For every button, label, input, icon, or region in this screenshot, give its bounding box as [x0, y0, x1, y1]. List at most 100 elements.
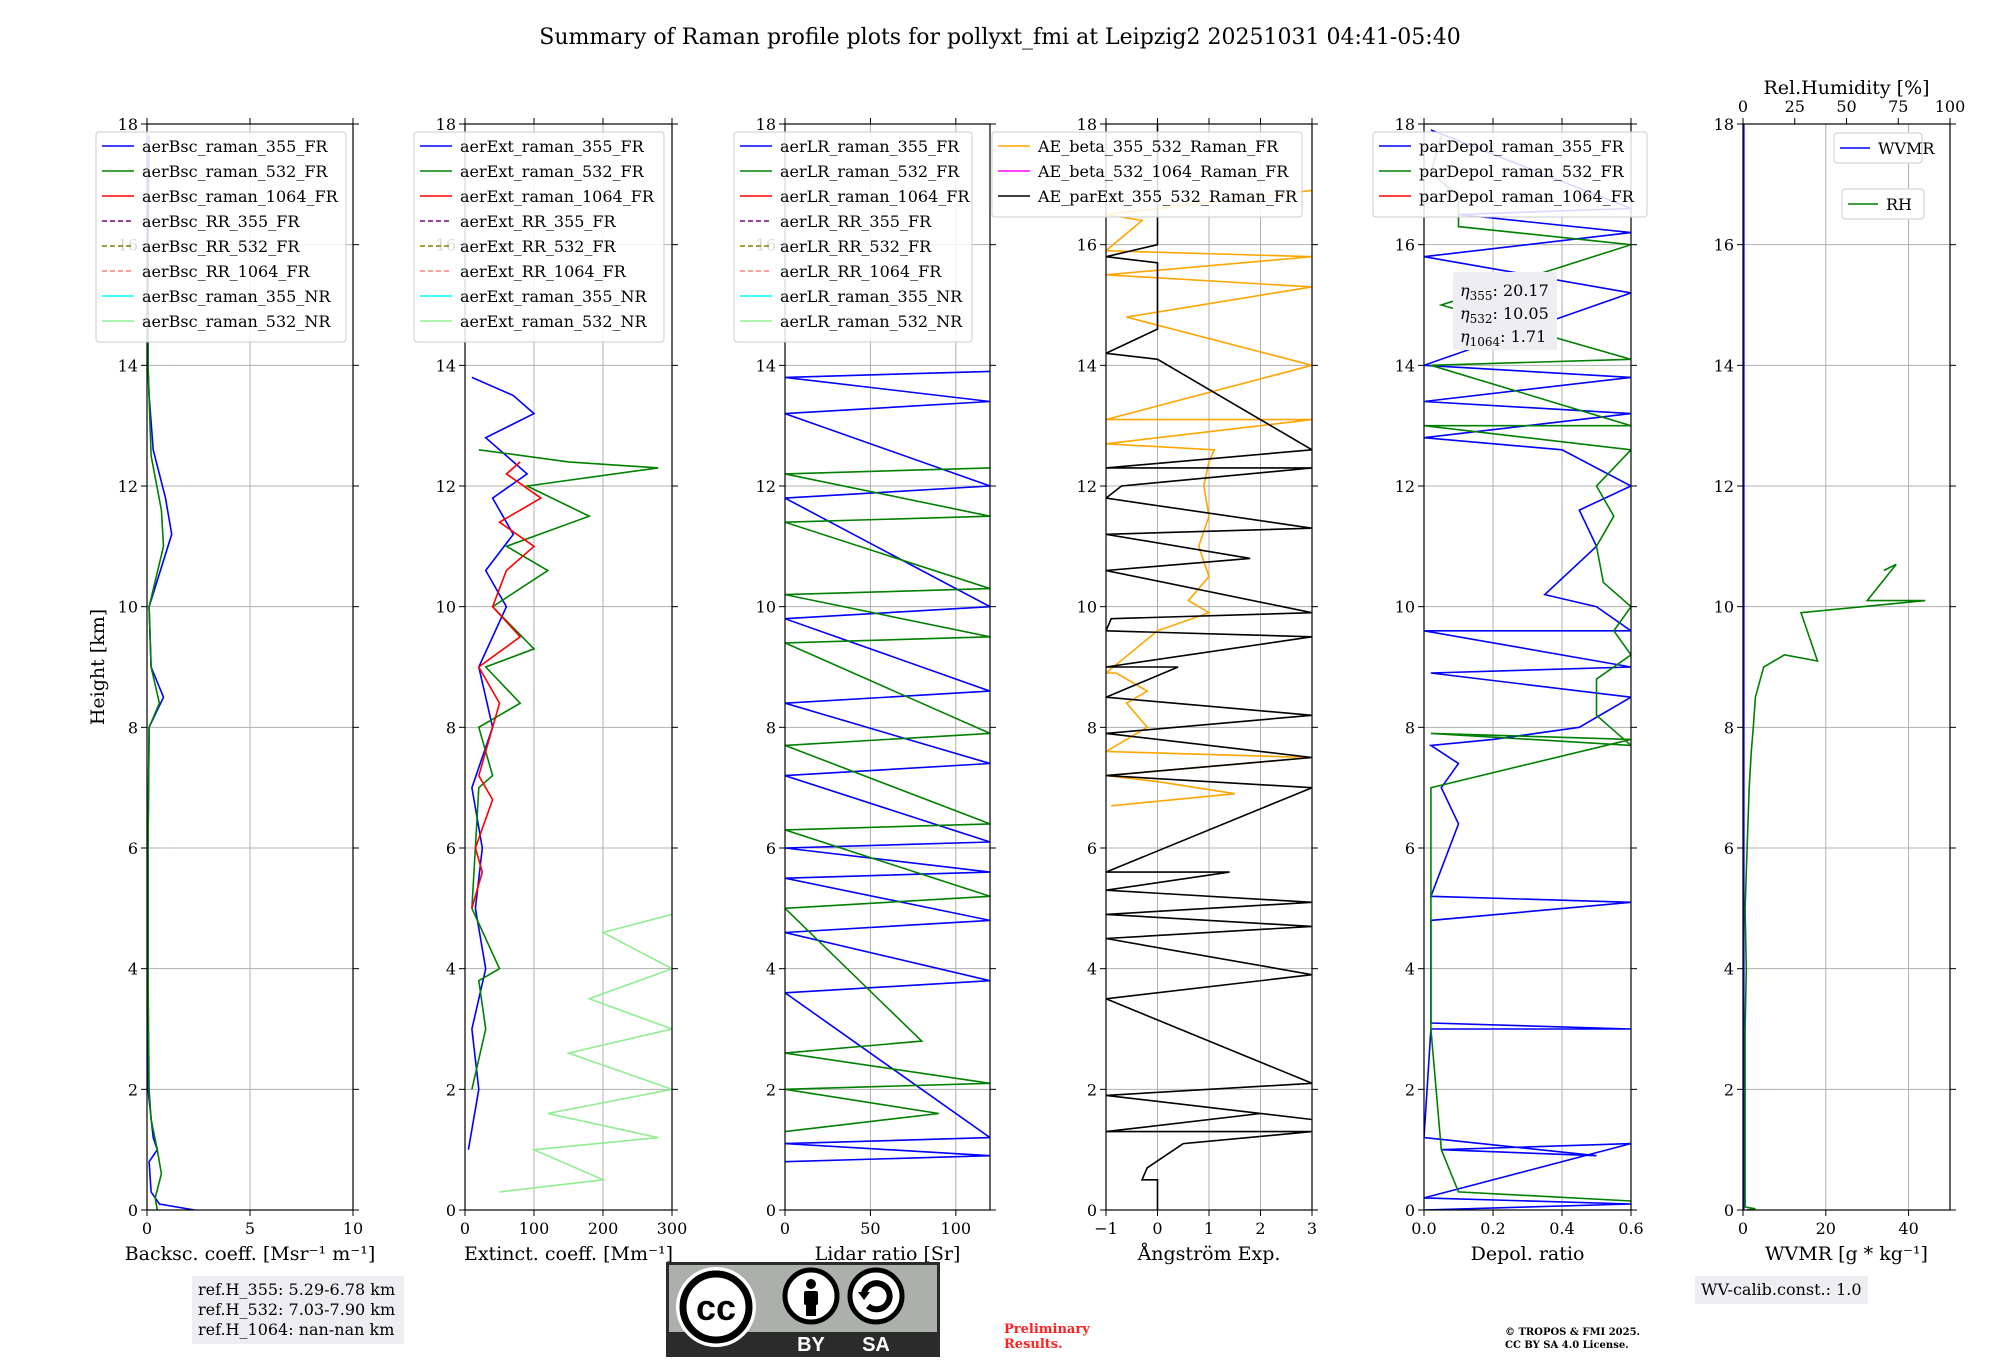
- y-tick-label: 18: [1395, 115, 1415, 134]
- legend-label: aerLR_raman_532_FR: [780, 162, 960, 181]
- y-tick-label: 10: [436, 598, 456, 617]
- legend-label: aerLR_raman_1064_FR: [780, 187, 970, 206]
- copyright-line-2: CC BY SA 4.0 License.: [1505, 1340, 1629, 1351]
- series-group: [147, 136, 195, 1210]
- x-tick-label: 200: [588, 1219, 619, 1238]
- y-tick-label: 0: [1724, 1201, 1734, 1220]
- y-tick-label: 6: [1724, 839, 1734, 858]
- y-tick-label: 16: [1395, 236, 1415, 255]
- y-tick-label: 16: [1077, 236, 1097, 255]
- y-tick-label: 18: [1714, 115, 1734, 134]
- legend-label: aerBsc_RR_355_FR: [142, 212, 300, 231]
- y-tick-label: 4: [446, 960, 456, 979]
- series-group: [1743, 124, 1926, 1210]
- ref-line-355: ref.H_355: 5.29-6.78 km: [198, 1280, 396, 1299]
- series-group: [785, 370, 990, 1163]
- series-line-aerExt_raman_532_FR: [471, 449, 659, 1090]
- series-group: [467, 376, 672, 1193]
- y-tick-label: 14: [118, 356, 138, 375]
- y-tick-label: 10: [118, 598, 138, 617]
- cc-by-sa-logo: cc BY SA: [666, 1262, 940, 1357]
- y-tick-label: 4: [128, 960, 138, 979]
- series-line-aerLR_raman_355_FR: [785, 370, 990, 1163]
- y-tick-label: 10: [756, 598, 776, 617]
- x-tick-label: 300: [657, 1219, 688, 1238]
- ref-line-532: ref.H_532: 7.03-7.90 km: [198, 1300, 396, 1319]
- legend-ae: AE_beta_355_532_Raman_FR AE_beta_532_1064…: [991, 131, 1303, 218]
- y-tick-label: 12: [118, 477, 138, 496]
- legend-label: aerBsc_RR_1064_FR: [142, 262, 311, 281]
- legend-RH: RH: [1841, 188, 1925, 220]
- legend-label: aerExt_raman_532_NR: [460, 312, 648, 331]
- x-axis-label: Lidar ratio [Sr]: [815, 1243, 961, 1265]
- x-tick-label: −1: [1094, 1219, 1118, 1238]
- axes-frame: [1742, 123, 1951, 1211]
- y-tick-label: 6: [766, 839, 776, 858]
- y-tick-label: 2: [1724, 1080, 1734, 1099]
- y-tick-label: 12: [1077, 477, 1097, 496]
- cc-logo-letters: cc: [696, 1287, 736, 1328]
- y-tick-label: 18: [436, 115, 456, 134]
- legend-label: parDepol_raman_532_FR: [1419, 162, 1625, 181]
- legend-label: parDepol_raman_355_FR: [1419, 137, 1625, 156]
- x-tick-label: 50: [860, 1219, 880, 1238]
- y-axis-label: Height [km]: [87, 609, 109, 725]
- attribution-person-icon: [782, 1267, 840, 1325]
- x-axis-label: Ångström Exp.: [1137, 1243, 1281, 1265]
- legend-label: aerLR_raman_355_NR: [780, 287, 963, 306]
- top-x-tick-label: 25: [1785, 97, 1805, 116]
- legend-label: aerExt_RR_532_FR: [460, 237, 617, 256]
- legend-label: aerExt_raman_532_FR: [460, 162, 645, 181]
- x-tick-label: 100: [519, 1219, 550, 1238]
- y-tick-label: 18: [756, 115, 776, 134]
- series-group: [1106, 124, 1312, 1210]
- reference-height-note: ref.H_355: 5.29-6.78 km ref.H_532: 7.03-…: [192, 1276, 404, 1344]
- x-tick-label: 0: [460, 1219, 470, 1238]
- legend-box: [1841, 188, 1925, 220]
- y-tick-label: 12: [1714, 477, 1734, 496]
- y-tick-label: 16: [1714, 236, 1734, 255]
- preliminary-results-note: Preliminary Results.: [1004, 1322, 1124, 1352]
- x-tick-label: 1: [1204, 1219, 1214, 1238]
- y-tick-label: 2: [446, 1080, 456, 1099]
- y-tick-label: 0: [1405, 1201, 1415, 1220]
- y-tick-label: 2: [1405, 1080, 1415, 1099]
- legend-box: [1833, 132, 1923, 164]
- legend-label: aerExt_raman_1064_FR: [460, 187, 655, 206]
- x-axis-label: Depol. ratio: [1471, 1243, 1585, 1265]
- legend-label: AE_beta_532_1064_Raman_FR: [1037, 162, 1289, 181]
- series-line-RH: [1744, 563, 1926, 1210]
- y-tick-label: 4: [1724, 960, 1734, 979]
- y-tick-label: 6: [128, 839, 138, 858]
- legend-box: [1372, 131, 1648, 218]
- legend-label: aerExt_RR_1064_FR: [460, 262, 627, 281]
- x-tick-label: 10: [343, 1219, 363, 1238]
- y-tick-label: 14: [1077, 356, 1097, 375]
- top-x-tick-label: 50: [1836, 97, 1856, 116]
- y-tick-label: 2: [128, 1080, 138, 1099]
- axes-frame: [1423, 123, 1632, 1211]
- wv-calib-text: WV-calib.const.: 1.0: [1701, 1280, 1862, 1299]
- legend-label: AE_beta_355_532_Raman_FR: [1037, 137, 1279, 156]
- panel-depol: 0.0 0.2 0.4 0.6 0 2 4 6 8 10 12 14 16 18 Depol. ratio p…: [1372, 115, 1648, 1265]
- y-tick-label: 2: [766, 1080, 776, 1099]
- y-tick-label: 6: [1087, 839, 1097, 858]
- y-tick-label: 4: [766, 960, 776, 979]
- legend-label: aerLR_RR_355_FR: [780, 212, 932, 231]
- series-line-aerLR_raman_532_FR: [785, 467, 990, 1133]
- x-tick-label: 40: [1898, 1219, 1918, 1238]
- ref-line-1064: ref.H_1064: nan-nan km: [198, 1320, 395, 1339]
- legend-label: aerExt_raman_355_FR: [460, 137, 645, 156]
- series-line-aerExt_raman_532_NR: [499, 913, 672, 1193]
- legend-box: [413, 131, 665, 343]
- y-tick-label: 6: [446, 839, 456, 858]
- legend-label: aerBsc_raman_532_NR: [142, 312, 331, 331]
- y-tick-label: 12: [1395, 477, 1415, 496]
- x-axis-label: Backsc. coeff. [Msr⁻¹ m⁻¹]: [125, 1243, 376, 1265]
- copyright-note: © TROPOS & FMI 2025. CC BY SA 4.0 Licens…: [1505, 1326, 1705, 1352]
- eta-line: η1064: 1.71: [1460, 327, 1546, 349]
- eta-line: η355: 20.17: [1460, 281, 1549, 303]
- x-tick-label: 2: [1255, 1219, 1265, 1238]
